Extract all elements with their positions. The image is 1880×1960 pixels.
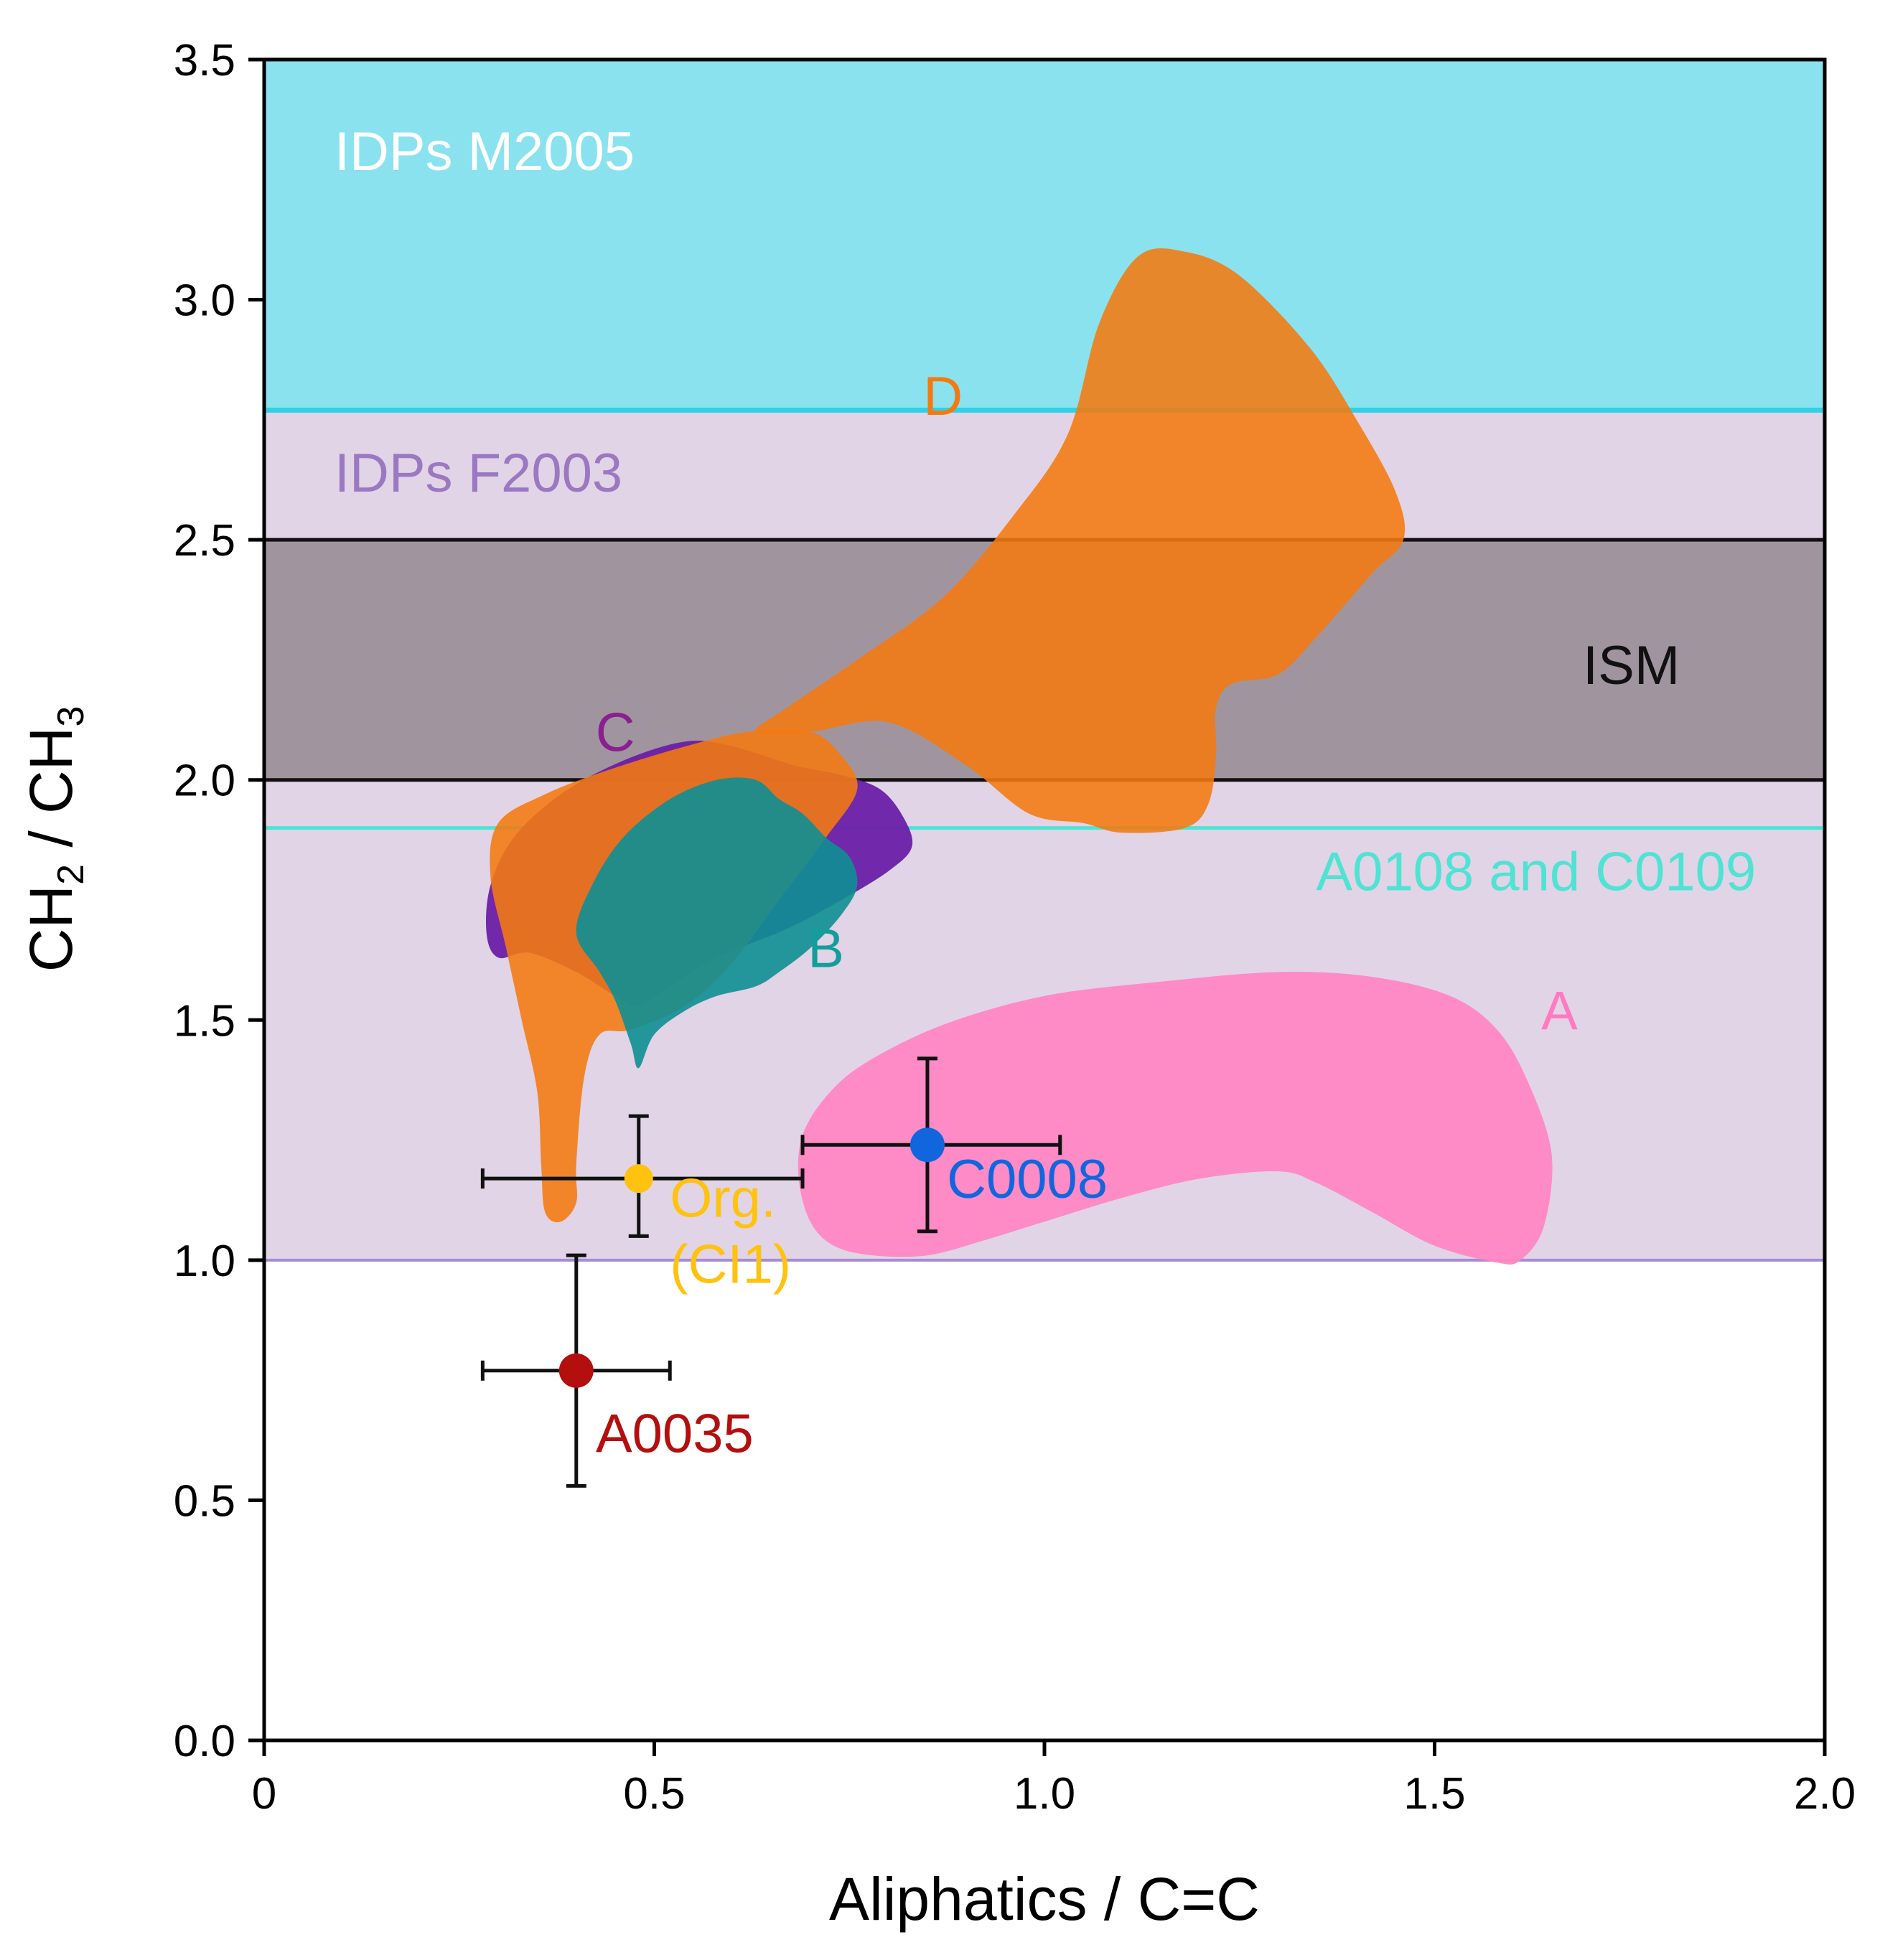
- band-label-idps-f2003: IDPs F2003: [335, 443, 622, 504]
- y-axis-title-sub2: 3: [50, 706, 92, 727]
- y-tick-label: 3.5: [174, 36, 235, 85]
- y-axis-title-part: / CH: [17, 727, 85, 864]
- y-tick-label: 1.5: [174, 996, 235, 1046]
- region-label-b: B: [808, 919, 844, 980]
- regions-layer: [485, 248, 1553, 1265]
- y-tick-label: 2.0: [174, 756, 235, 806]
- x-tick-label: 1.5: [1403, 1769, 1465, 1819]
- reference-lines-layer: [264, 407, 1825, 1262]
- y-axis-title: CH2 / CH3: [17, 706, 92, 972]
- y-tick-label: 2.5: [174, 516, 235, 566]
- x-axis-title: Aliphatics / C=C: [829, 1865, 1260, 1933]
- y-axis-title-sub1: 2: [50, 864, 92, 885]
- region-a: [798, 972, 1553, 1265]
- point-label-a0035: A0035: [596, 1404, 754, 1465]
- point-a0035: [558, 1353, 594, 1388]
- band-idps-m2005: [264, 60, 1825, 411]
- x-tick-label: 2.0: [1794, 1769, 1856, 1819]
- y-tick-label: 3.0: [174, 276, 235, 326]
- labels-layer: IDPs M2005 IDPs F2003 ISM A0108 and C0109 A C…: [335, 121, 1756, 1465]
- y-axis-title-part: CH: [17, 885, 85, 972]
- x-tick-label: 0.5: [623, 1769, 685, 1819]
- region-b: [576, 777, 858, 1069]
- y-tick-label: 0.0: [174, 1717, 235, 1766]
- point-label-org-ci1: (CI1): [670, 1234, 791, 1295]
- point-c0008: [909, 1127, 945, 1163]
- region-label-c: C: [596, 703, 635, 764]
- y-tick-label: 0.5: [174, 1476, 235, 1526]
- y-tick-label: 1.0: [174, 1237, 235, 1286]
- region-label-d: D: [923, 366, 963, 427]
- ticks-layer: 0 0.5 1.0 1.5 2.0 0.0 0.5 1.0 1.5 2.0 2.5 3.0 3.5: [174, 36, 1856, 1819]
- points-layer: [480, 1056, 1062, 1488]
- band-label-idps-m2005: IDPs M2005: [335, 121, 635, 182]
- x-tick-label: 0: [252, 1769, 276, 1819]
- region-d: [755, 248, 1406, 833]
- region-label-a: A: [1541, 981, 1578, 1042]
- x-tick-label: 1.0: [1014, 1769, 1075, 1819]
- point-org-ci1: [624, 1164, 653, 1194]
- point-label-c0008: C0008: [947, 1149, 1108, 1210]
- band-label-ism: ISM: [1583, 635, 1680, 696]
- point-label-org-ci1: Org.: [670, 1168, 776, 1229]
- line-label-a0108-and-c0109: A0108 and C0109: [1316, 842, 1756, 903]
